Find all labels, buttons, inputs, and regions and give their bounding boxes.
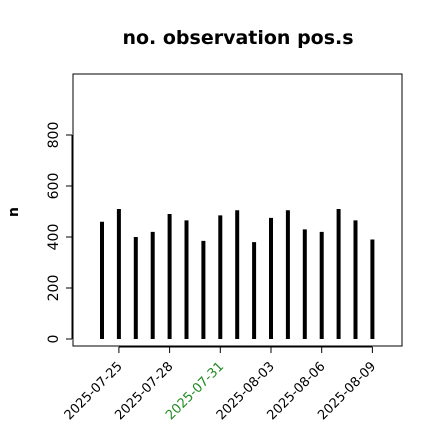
y-tick-label: 600	[46, 173, 62, 200]
plot-frame	[72, 73, 403, 347]
y-tick-label: 0	[46, 335, 62, 344]
y-tick-label: 400	[46, 224, 62, 251]
x-axis: 2025-07-252025-07-282025-07-312025-08-03…	[62, 346, 379, 423]
chart-title: no. observation pos.s	[122, 27, 353, 49]
bar-series	[100, 208, 375, 339]
y-axis: 0 200 400 600 800	[46, 122, 73, 344]
y-axis-label: n	[6, 207, 22, 217]
y-tick-label: 800	[46, 122, 62, 149]
y-tick-label: 200	[46, 275, 62, 302]
